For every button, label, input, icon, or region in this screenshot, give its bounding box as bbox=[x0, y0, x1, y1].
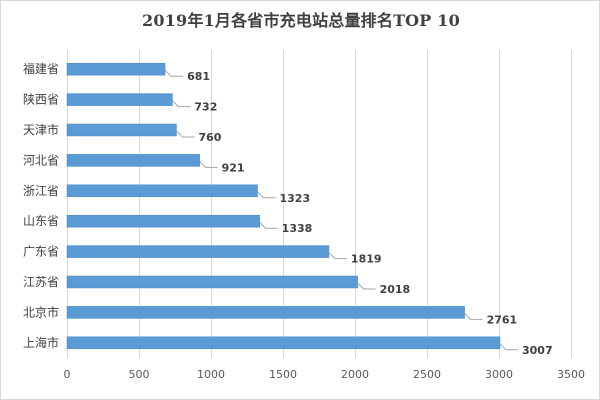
bar-6 bbox=[66, 245, 330, 258]
chart-title: 2019年1月各省市充电站总量排名TOP 10 bbox=[142, 11, 460, 30]
x-tick-label-2500: 2500 bbox=[413, 368, 441, 381]
data-label-leaders bbox=[164, 69, 519, 351]
bars bbox=[66, 62, 501, 350]
data-label-leader-5 bbox=[259, 221, 278, 229]
category-label-7: 江苏省 bbox=[23, 275, 59, 289]
bar-1 bbox=[66, 93, 173, 106]
category-label-3: 河北省 bbox=[23, 153, 59, 167]
x-tick-label-500: 500 bbox=[129, 368, 150, 381]
x-tick-label-2000: 2000 bbox=[341, 368, 369, 381]
data-label-leader-3 bbox=[199, 161, 218, 168]
category-label-6: 广东省 bbox=[23, 245, 59, 259]
category-label-4: 浙江省 bbox=[23, 184, 59, 198]
category-label-2: 天津市 bbox=[23, 122, 59, 137]
x-tick-label-1000: 1000 bbox=[197, 368, 225, 381]
x-tick-label-0: 0 bbox=[64, 368, 71, 381]
bar-4 bbox=[66, 184, 258, 198]
bar-2 bbox=[66, 123, 177, 137]
data-label-leader-8 bbox=[464, 313, 483, 320]
bar-9 bbox=[66, 336, 501, 350]
bar-3 bbox=[66, 154, 200, 167]
x-tick-label-1500: 1500 bbox=[269, 368, 297, 381]
x-tick-label-3000: 3000 bbox=[485, 368, 513, 381]
data-label-4: 1323 bbox=[280, 192, 311, 205]
data-label-9: 3007 bbox=[522, 344, 553, 357]
data-label-5: 1338 bbox=[282, 222, 313, 235]
data-label-7: 2018 bbox=[380, 283, 411, 296]
data-label-1: 732 bbox=[194, 101, 217, 114]
data-label-3: 921 bbox=[222, 161, 245, 174]
bar-5 bbox=[66, 214, 260, 228]
data-label-leader-1 bbox=[172, 100, 191, 108]
bar-8 bbox=[66, 306, 465, 319]
category-label-8: 北京市 bbox=[23, 304, 59, 319]
data-label-leader-0 bbox=[164, 69, 184, 77]
data-label-6: 1819 bbox=[351, 253, 382, 266]
data-labels: 681 732 760 921 1323 1338 1819 2018 2761 3007 bbox=[187, 70, 553, 357]
data-label-leader-9 bbox=[499, 343, 519, 351]
data-label-leader-7 bbox=[357, 282, 376, 290]
data-label-2: 760 bbox=[198, 131, 221, 144]
category-label-9: 上海市 bbox=[23, 335, 59, 350]
x-tick-label-3500: 3500 bbox=[557, 368, 585, 381]
data-label-leader-6 bbox=[328, 252, 347, 260]
category-label-0: 福建省 bbox=[23, 61, 59, 76]
bar-7 bbox=[66, 275, 358, 289]
category-label-1: 陕西省 bbox=[23, 92, 59, 107]
data-label-leader-2 bbox=[176, 130, 195, 138]
bar-0 bbox=[66, 62, 166, 76]
data-label-0: 681 bbox=[187, 70, 210, 83]
x-axis-tick-labels: 0 500 1000 1500 2000 2500 3000 3500 bbox=[64, 368, 586, 381]
data-label-leader-4 bbox=[257, 191, 276, 199]
data-label-8: 2761 bbox=[487, 313, 518, 326]
category-label-5: 山东省 bbox=[23, 214, 59, 228]
